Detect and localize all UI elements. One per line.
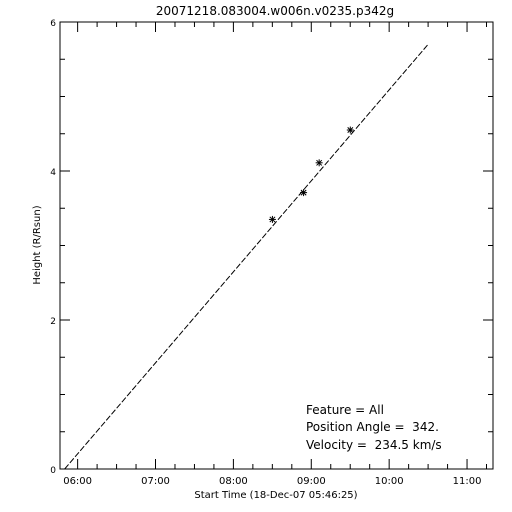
annotation-position-angle: Position Angle = 342. (306, 420, 439, 434)
x-axis: 06:00 07:00 08:00 09:00 10:00 11:00 (63, 22, 488, 487)
data-point (300, 189, 308, 197)
x-tick-label: 11:00 (453, 476, 482, 487)
x-tick-label: 08:00 (219, 476, 248, 487)
x-tick-label: 07:00 (141, 476, 170, 487)
annotation-velocity: Velocity = 234.5 km/s (306, 438, 442, 452)
chart-title: 20071218.083004.w006n.v0235.p342g (156, 4, 394, 18)
x-axis-label: Start Time (18-Dec-07 05:46:25) (194, 490, 357, 501)
y-tick-label: 4 (50, 168, 56, 178)
annotation-feature: Feature = All (306, 403, 384, 417)
y-tick-label: 0 (50, 466, 56, 476)
y-axis-label: Height (R/Rsun) (32, 205, 43, 284)
data-point (346, 126, 354, 134)
data-point (315, 159, 323, 167)
plot-frame (59, 21, 494, 470)
y-tick-label: 2 (50, 317, 56, 327)
x-tick-label: 10:00 (375, 476, 404, 487)
data-point (268, 215, 276, 223)
x-tick-label: 09:00 (297, 476, 326, 487)
data-points (268, 126, 354, 223)
fit-line (64, 44, 429, 470)
x-tick-label: 06:00 (63, 476, 92, 487)
y-axis: 0 2 4 6 (50, 19, 493, 476)
y-tick-label: 6 (50, 19, 56, 29)
